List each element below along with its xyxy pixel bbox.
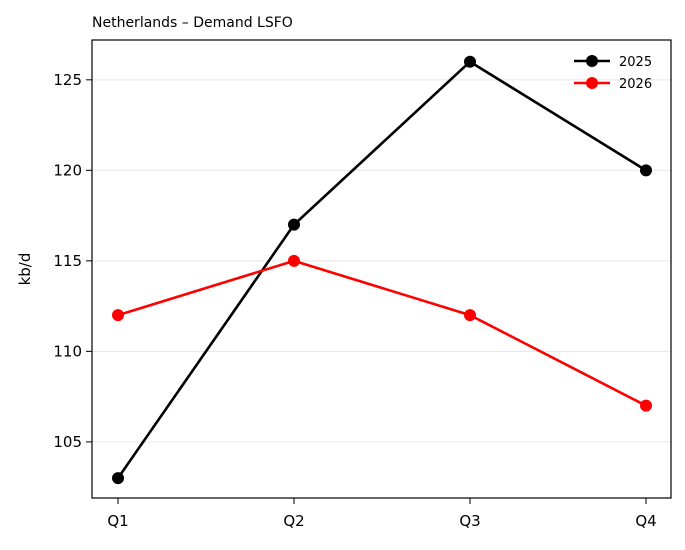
- chart-title: Netherlands – Demand LSFO: [92, 15, 293, 31]
- series-layer: [112, 55, 652, 485]
- y-tick-label: 105: [53, 433, 82, 451]
- data-point-2026-Q1: [112, 309, 124, 322]
- data-point-2025-Q4: [640, 164, 652, 177]
- x-tick-label: Q2: [283, 512, 304, 530]
- data-point-2025-Q1: [112, 472, 124, 485]
- data-point-2025-Q2: [288, 218, 300, 231]
- x-tick-label: Q3: [459, 512, 480, 530]
- legend-label: 2026: [619, 77, 652, 92]
- series-line-2025: [116, 60, 647, 479]
- axes: 105 110 115 120 125 Q1 Q2 Q3 Q4: [53, 71, 656, 530]
- x-tick-label: Q1: [107, 512, 128, 530]
- y-tick-label: 110: [53, 342, 82, 360]
- data-point-2025-Q3: [464, 55, 476, 68]
- y-tick-label: 125: [53, 71, 82, 89]
- y-tick-label: 120: [53, 161, 82, 179]
- y-tick-label: 115: [53, 252, 82, 270]
- data-point-2026-Q4: [640, 399, 652, 412]
- series-line-2026: [117, 259, 647, 407]
- plot-area-frame: [91, 39, 672, 499]
- legend-marker-2025: [586, 55, 598, 67]
- legend-marker-2026: [586, 77, 598, 89]
- grid-lines: [92, 79, 671, 443]
- legend: 2025 2026: [574, 55, 652, 92]
- data-point-2026-Q2: [288, 254, 300, 267]
- y-axis-label: kb/d: [16, 253, 34, 286]
- x-tick-label: Q4: [635, 512, 656, 530]
- legend-label: 2025: [619, 55, 652, 70]
- data-point-2026-Q3: [464, 309, 476, 322]
